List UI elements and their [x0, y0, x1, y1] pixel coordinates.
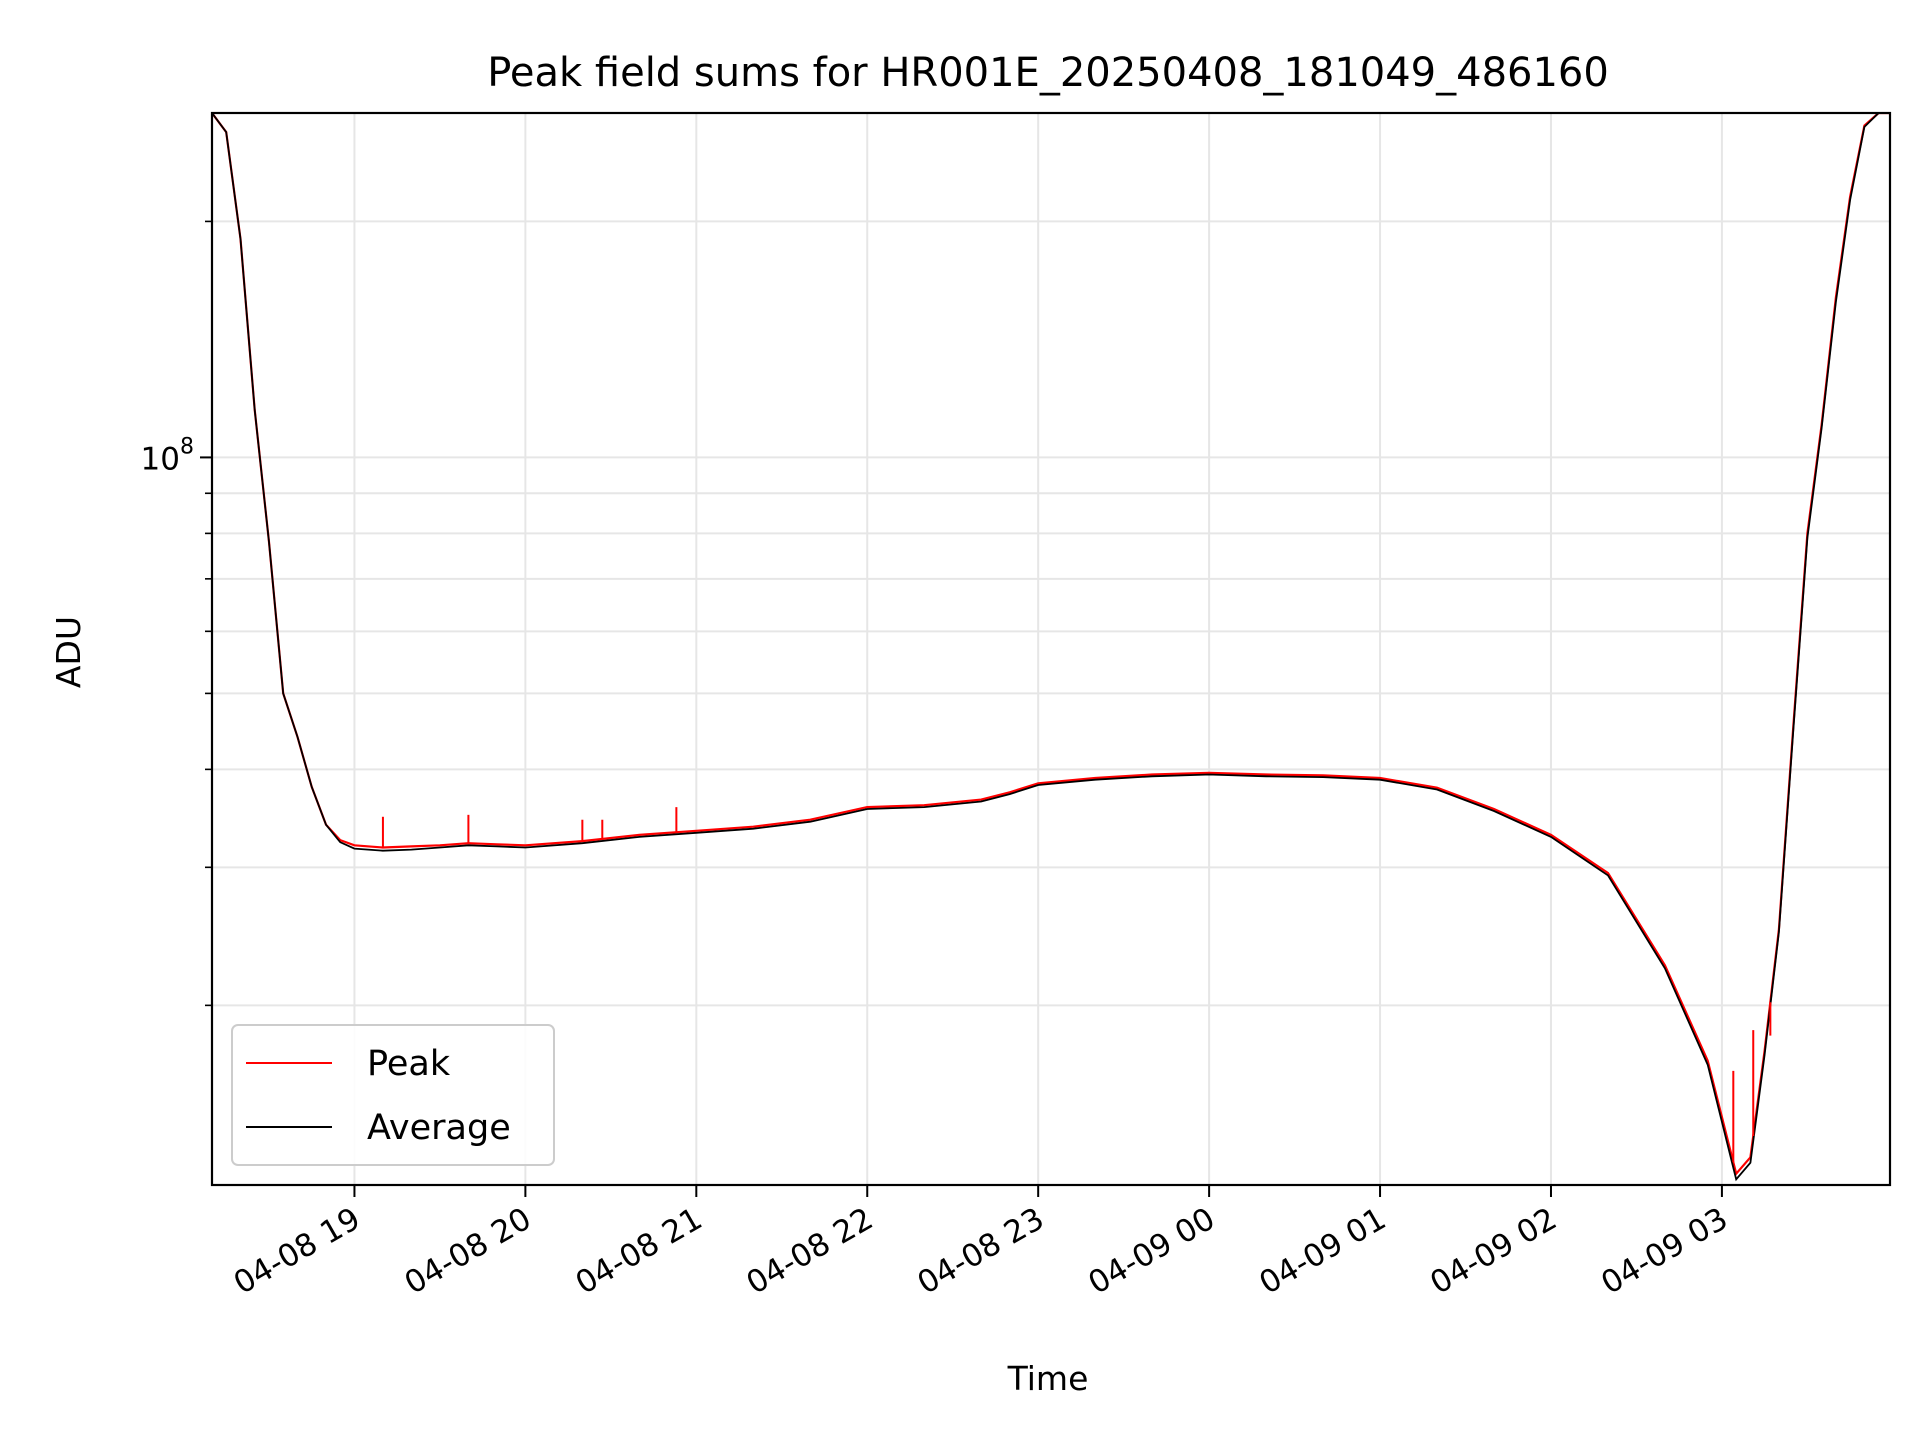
- y-tick-label: 108: [141, 434, 194, 477]
- y-tick-label-exponent: 8: [180, 434, 194, 459]
- legend-box: [231, 1024, 555, 1166]
- plot-frame: [210, 111, 1892, 1187]
- y-axis: 108: [141, 220, 212, 1007]
- series-group: [212, 113, 1890, 1182]
- legend: Peak Average: [231, 1024, 555, 1166]
- y-axis-label: ADU: [49, 616, 88, 688]
- series-average-line: [212, 113, 1890, 1182]
- legend-label-average: Average: [367, 1108, 511, 1148]
- y-tick-label-base: 10: [141, 441, 180, 477]
- grid: [212, 113, 1890, 1185]
- legend-label-peak: Peak: [367, 1044, 451, 1084]
- chart-title: Peak field sums for HR001E_20250408_1810…: [487, 50, 1609, 96]
- x-axis-label: Time: [1007, 1359, 1089, 1398]
